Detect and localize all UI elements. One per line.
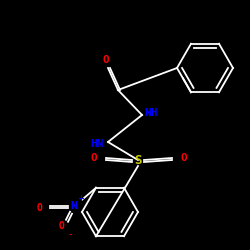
Text: O: O xyxy=(90,153,98,163)
Text: O: O xyxy=(37,203,43,213)
Text: HN: HN xyxy=(90,139,104,149)
Text: NH: NH xyxy=(144,108,158,118)
Text: +: + xyxy=(78,194,84,203)
Text: N: N xyxy=(70,201,77,211)
Text: S: S xyxy=(134,154,142,166)
Text: O: O xyxy=(180,153,188,163)
Text: O: O xyxy=(103,55,110,65)
Text: -: - xyxy=(68,229,72,239)
Text: O: O xyxy=(59,221,65,231)
